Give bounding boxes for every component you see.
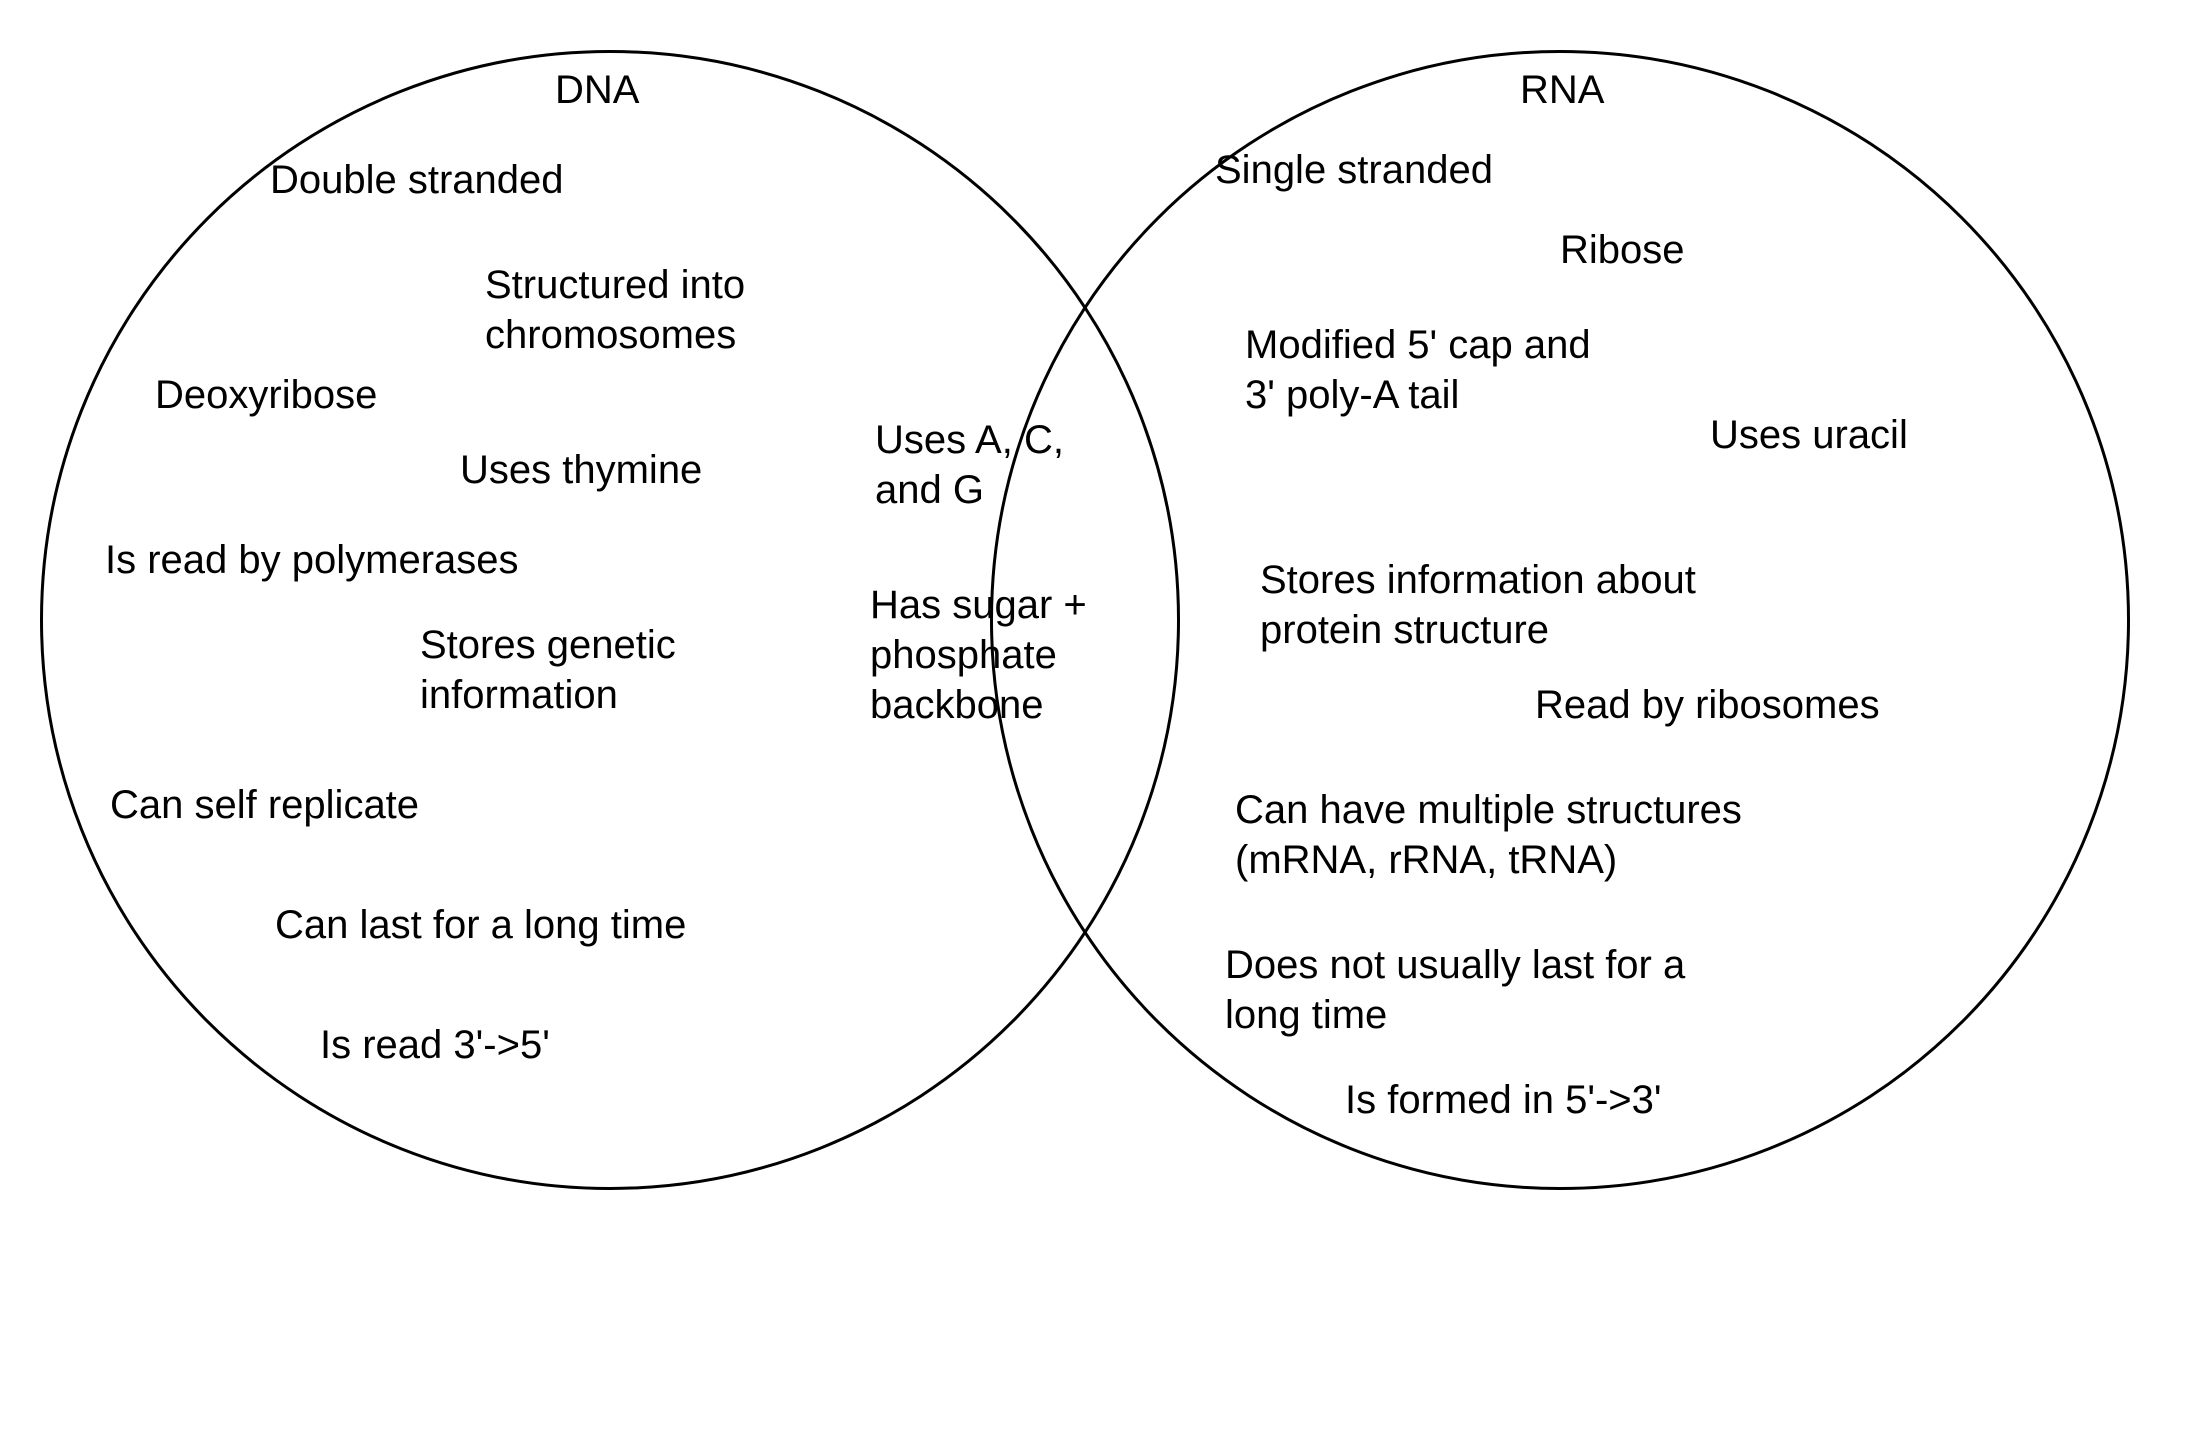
left-item-0: Double stranded	[270, 155, 564, 205]
right-item-1: Ribose	[1560, 225, 1685, 275]
right-item-8: Is formed in 5'->3'	[1345, 1075, 1662, 1125]
left-item-1: Structured into chromosomes	[485, 260, 745, 360]
center-item-0: Uses A, C, and G	[875, 415, 1064, 515]
left-item-4: Is read by polymerases	[105, 535, 519, 585]
left-item-8: Is read 3'->5'	[320, 1020, 550, 1070]
left-item-7: Can last for a long time	[275, 900, 686, 950]
venn-diagram: DNA Double stranded Structured into chro…	[0, 0, 2197, 1434]
left-item-3: Uses thymine	[460, 445, 702, 495]
right-item-4: Stores information about protein structu…	[1260, 555, 1696, 655]
right-item-7: Does not usually last for a long time	[1225, 940, 1685, 1040]
right-item-0: Single stranded	[1215, 145, 1493, 195]
left-item-6: Can self replicate	[110, 780, 419, 830]
right-item-6: Can have multiple structures (mRNA, rRNA…	[1235, 785, 1742, 885]
center-item-1: Has sugar + phosphate backbone	[870, 580, 1087, 730]
left-title: DNA	[555, 65, 639, 115]
right-item-2: Modified 5' cap and 3' poly-A tail	[1245, 320, 1591, 420]
right-item-3: Uses uracil	[1710, 410, 1908, 460]
right-title: RNA	[1520, 65, 1604, 115]
left-item-2: Deoxyribose	[155, 370, 377, 420]
left-item-5: Stores genetic information	[420, 620, 676, 720]
right-item-5: Read by ribosomes	[1535, 680, 1880, 730]
